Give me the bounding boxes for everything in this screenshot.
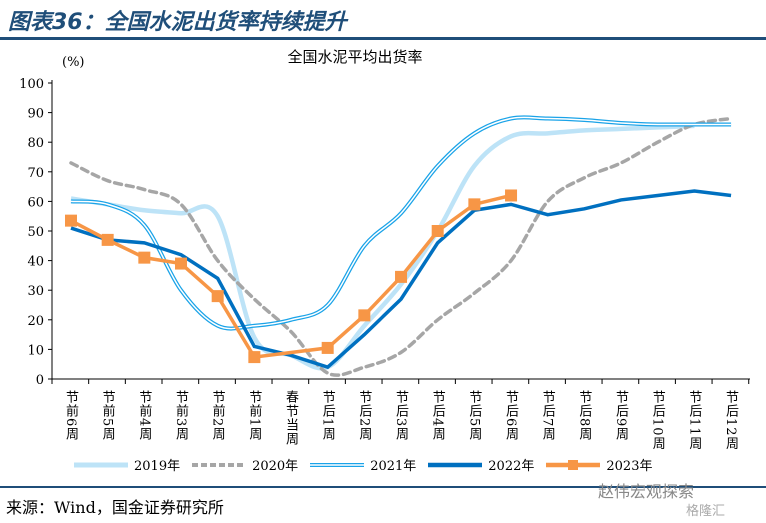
data-point-marker xyxy=(138,251,151,264)
x-tick-label: 节后2周 xyxy=(356,390,372,442)
watermark: 赵伟宏观探索 xyxy=(598,482,695,501)
y-tick-label: 70 xyxy=(27,166,44,181)
data-point-marker xyxy=(65,214,77,227)
x-tick-label: 节后6周 xyxy=(503,390,519,442)
x-tick-label: 节后4周 xyxy=(429,390,445,442)
data-point-marker xyxy=(358,309,371,322)
data-point-marker xyxy=(175,257,188,270)
x-tick-label: 节前1周 xyxy=(246,390,262,442)
legend-item: 2022年 xyxy=(426,455,534,474)
data-point-marker xyxy=(248,351,261,364)
x-tick-label: 节后7周 xyxy=(539,390,555,442)
y-tick-label: 50 xyxy=(27,225,44,240)
x-tick-label: 春节当周 xyxy=(283,390,299,446)
source-note: 来源：Wind，国金证券研究所 xyxy=(6,498,224,517)
data-point-marker xyxy=(101,233,114,246)
legend-item: 2023年 xyxy=(544,455,652,474)
x-tick-label: 节后9周 xyxy=(613,390,629,442)
legend-swatch xyxy=(74,462,128,467)
x-tick-label: 节前6周 xyxy=(63,390,78,442)
y-tick-label: 80 xyxy=(27,136,44,151)
title-divider xyxy=(0,37,766,40)
figure-title: 图表36：全国水泥出货率持续提升 xyxy=(8,10,347,35)
x-tick-label: 节后3周 xyxy=(393,390,409,442)
series-line-2023年 xyxy=(70,193,512,359)
legend-label: 2021年 xyxy=(370,459,417,474)
x-tick-label: 节前2周 xyxy=(209,390,225,442)
x-tick-label: 节后11周 xyxy=(686,390,702,451)
y-tick-label: 0 xyxy=(36,373,44,388)
y-tick-label: 60 xyxy=(27,195,44,210)
legend-label: 2020年 xyxy=(252,459,299,474)
legend-item: 2021年 xyxy=(308,455,416,474)
y-axis-label: (%) xyxy=(62,55,85,70)
footer-divider xyxy=(0,486,766,488)
legend-swatch xyxy=(546,459,601,470)
chart-title: 全国水泥平均出货率 xyxy=(287,48,422,66)
x-tick-label: 节前4周 xyxy=(136,390,152,442)
series-line-2020年 xyxy=(69,116,733,377)
y-tick-label: 100 xyxy=(19,77,44,92)
legend-swatch xyxy=(428,462,483,467)
x-tick-label: 节前5周 xyxy=(99,390,115,442)
legend-item: 2019年 xyxy=(72,455,180,474)
legend: 2019年 2020年 2021年 2022年 2023年 xyxy=(72,455,662,474)
x-tick-label: 节后1周 xyxy=(319,390,335,442)
data-point-marker xyxy=(431,225,444,237)
legend-label: 2022年 xyxy=(488,459,535,474)
x-tick-label: 节后8周 xyxy=(576,390,592,442)
x-tick-label: 节后12周 xyxy=(723,390,739,451)
data-point-marker xyxy=(211,290,224,303)
x-tick-label: 节后10周 xyxy=(649,390,665,451)
data-point-marker xyxy=(505,189,518,202)
series-line-2019年 xyxy=(70,123,695,371)
legend-marker xyxy=(568,459,579,470)
data-point-marker xyxy=(468,198,481,211)
series-line-2021年-inner xyxy=(70,116,732,330)
series-line-2022年 xyxy=(70,189,732,370)
legend-item: 2020年 xyxy=(190,455,298,474)
y-tick-label: 30 xyxy=(27,284,44,299)
y-tick-label: 40 xyxy=(27,255,44,270)
legend-swatch xyxy=(192,462,247,467)
x-tick-label: 节前3周 xyxy=(173,390,188,442)
x-tick-label: 节后5周 xyxy=(466,390,482,442)
data-point-marker xyxy=(321,341,334,354)
y-tick-label: 20 xyxy=(27,314,44,329)
data-point-marker xyxy=(395,270,408,283)
y-tick-label: 10 xyxy=(27,343,44,358)
legend-swatch xyxy=(310,462,365,467)
y-tick-label: 90 xyxy=(27,107,44,122)
watermark-logo: 格隆汇 xyxy=(686,504,726,519)
legend-label: 2023年 xyxy=(606,459,653,474)
legend-label: 2019年 xyxy=(134,459,181,474)
